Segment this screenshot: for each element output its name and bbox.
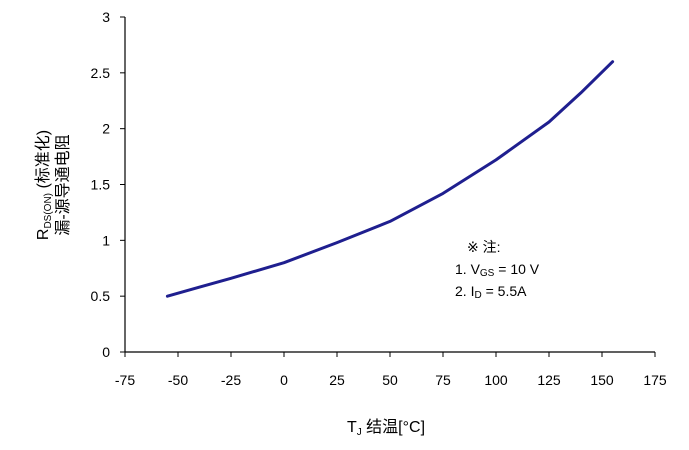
x-tick-label: 50 xyxy=(382,372,398,388)
y-axis-title: RDS(ON) (标准化) 漏-源导通电阻 xyxy=(34,130,72,240)
y-tick-label: 1 xyxy=(102,232,110,248)
x-tick-label: -75 xyxy=(115,372,135,388)
series-line-0 xyxy=(165,60,615,298)
y-tick-label: 0.5 xyxy=(91,288,111,304)
note-annotation: ※ 注: 1. VGS = 10 V 2. ID = 5.5A xyxy=(455,239,540,301)
y-axis-title-line1: RDS(ON) (标准化) xyxy=(34,130,54,240)
y-tick-label: 0 xyxy=(102,344,110,360)
x-tick-label: 100 xyxy=(484,372,508,388)
y-tick-label: 1.5 xyxy=(91,177,111,193)
note-line-1: 1. VGS = 10 V xyxy=(455,261,540,279)
y-tick-label: 3 xyxy=(102,9,110,25)
y-axis-title-line2: 漏-源导通电阻 xyxy=(54,134,72,235)
y-tick-label: 2.5 xyxy=(91,65,111,81)
x-ticks: -75 -50 -25 0 25 50 75 100 125 150 175 xyxy=(115,352,667,388)
x-tick-label: 175 xyxy=(643,372,667,388)
x-tick-label: -50 xyxy=(168,372,188,388)
note-header: ※ 注: xyxy=(467,239,501,255)
x-tick-label: 25 xyxy=(329,372,345,388)
x-tick-label: 0 xyxy=(280,372,288,388)
x-tick-label: 125 xyxy=(537,372,561,388)
x-tick-label: 150 xyxy=(590,372,614,388)
y-tick-label: 2 xyxy=(102,121,110,137)
note-line-2: 2. ID = 5.5A xyxy=(455,283,527,301)
y-ticks: 0 0.5 1 1.5 2 2.5 3 xyxy=(91,9,125,360)
series-layer xyxy=(165,60,615,298)
x-tick-label: -25 xyxy=(221,372,241,388)
x-axis-title: TJ 结温[°C] xyxy=(347,418,425,438)
x-tick-label: 75 xyxy=(435,372,451,388)
